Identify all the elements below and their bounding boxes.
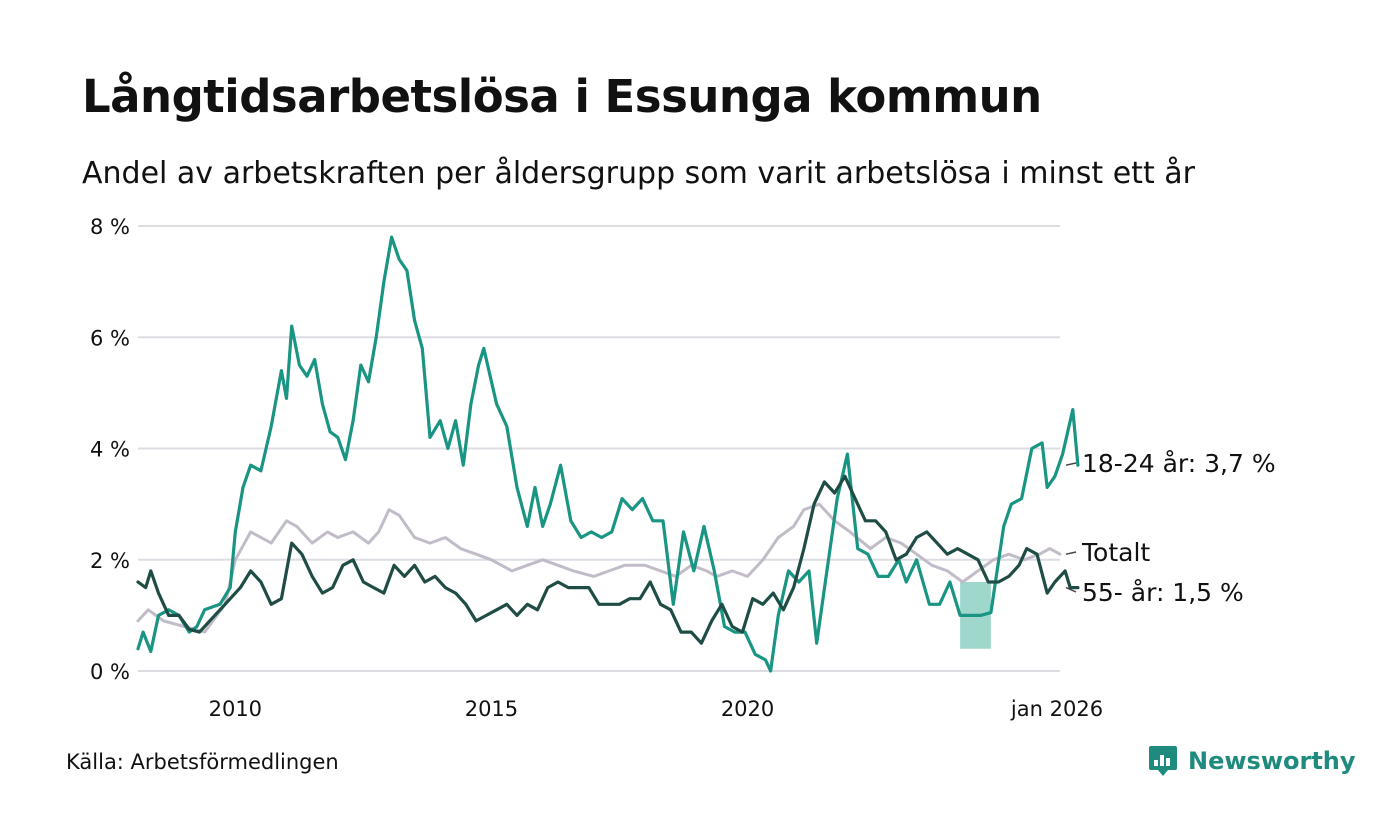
series-line-young <box>136 235 1080 673</box>
x-tick-label: 2010 <box>209 697 262 721</box>
x-tick-label: jan 2026 <box>1010 697 1103 721</box>
y-tick-label: 2 % <box>90 549 130 573</box>
leader-line-young <box>1065 462 1077 466</box>
series-end-label-total: Totalt <box>1081 538 1150 567</box>
x-tick-label: 2020 <box>721 697 774 721</box>
x-tick-label: 2015 <box>465 697 518 721</box>
series-end-label-old: 55- år: 1,5 % <box>1082 578 1244 607</box>
y-tick-label: 8 % <box>90 215 130 239</box>
chart-title: Långtidsarbetslösa i Essunga kommun <box>82 70 1042 123</box>
y-tick-label: 6 % <box>90 326 130 350</box>
y-tick-label: 4 % <box>90 438 130 462</box>
source-note: Källa: Arbetsförmedlingen <box>66 750 339 774</box>
leader-line-total <box>1065 551 1077 555</box>
brand-logo: Newsworthy <box>1148 744 1356 778</box>
series-line-total <box>136 502 1062 634</box>
newsworthy-logo-icon <box>1149 746 1177 776</box>
leader-line-old <box>1065 586 1077 593</box>
series-line-old <box>136 474 1080 645</box>
series-end-label-young: 18-24 år: 3,7 % <box>1082 449 1276 478</box>
brand-name: Newsworthy <box>1188 747 1356 775</box>
chart-subtitle: Andel av arbetskraften per åldersgrupp s… <box>82 156 1195 191</box>
y-tick-label: 0 % <box>90 660 130 684</box>
